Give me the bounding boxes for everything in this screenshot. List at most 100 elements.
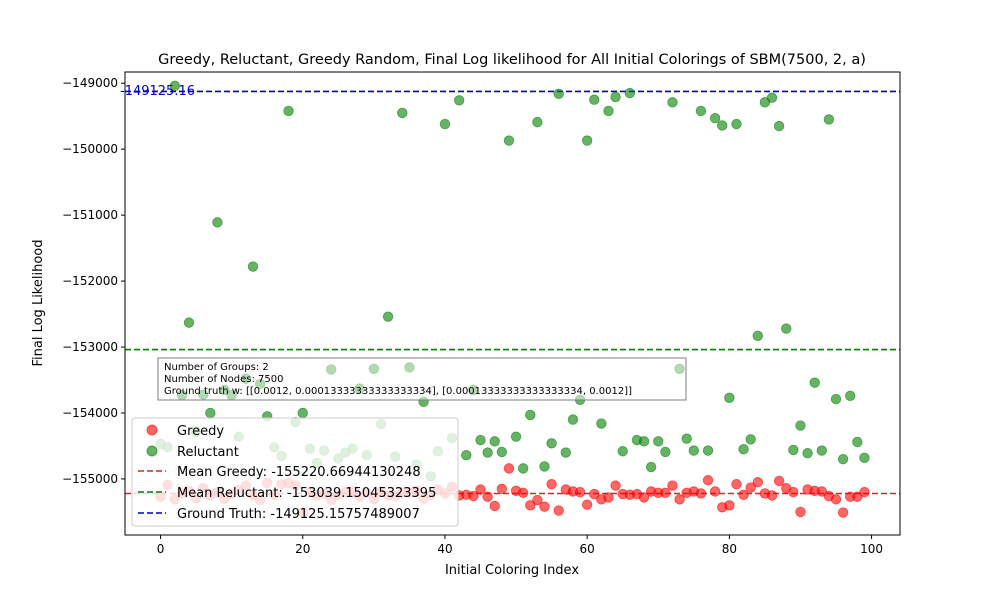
- reluctant-point: [453, 95, 465, 106]
- y-tick-label: −149000: [62, 76, 118, 90]
- greedy-point: [496, 483, 508, 495]
- greedy-point: [539, 501, 550, 512]
- greedy-point: [553, 505, 564, 516]
- reluctant-point: [247, 261, 259, 272]
- reluctant-point: [731, 118, 742, 130]
- legend-label-ground-truth: Ground Truth: -149125.15757489007: [177, 507, 420, 522]
- reluctant-point: [397, 107, 408, 119]
- legend-marker-reluctant: [146, 445, 158, 457]
- x-tick-label: 20: [295, 542, 310, 556]
- info-box: Number of Groups: 2 Number of Nodes: 750…: [157, 357, 687, 401]
- reluctant-point: [382, 311, 394, 322]
- x-tick-label: 80: [722, 542, 737, 556]
- reluctant-point: [717, 120, 728, 131]
- info-box-frame: [157, 357, 687, 401]
- reluctant-point: [496, 446, 508, 458]
- greedy-point: [610, 480, 621, 491]
- reluctant-point: [688, 445, 700, 456]
- y-axis-label: Final Log Likelihood: [31, 240, 46, 367]
- reluctant-point: [581, 135, 593, 146]
- reluctant-point: [752, 330, 763, 342]
- x-axis-label: Initial Coloring Index: [445, 563, 579, 578]
- reluctant-point: [816, 445, 827, 456]
- greedy-point: [738, 489, 749, 500]
- reluctant-point: [781, 323, 792, 334]
- reluctant-point: [645, 461, 657, 473]
- reluctant-point: [823, 114, 835, 125]
- greedy-point: [702, 475, 714, 486]
- reluctant-point: [489, 436, 500, 447]
- greedy-point: [859, 486, 870, 498]
- reluctant-point: [517, 463, 529, 474]
- greedy-point: [667, 480, 678, 491]
- legend-label-mean-greedy: Mean Greedy: -155220.66944130248: [177, 465, 421, 480]
- reluctant-point: [702, 445, 714, 456]
- y-tick-label: −151000: [62, 208, 118, 222]
- greedy-point: [532, 494, 543, 506]
- greedy-point: [517, 487, 529, 498]
- reluctant-point: [596, 418, 607, 429]
- reluctant-point: [617, 446, 628, 457]
- reluctant-point: [205, 407, 216, 419]
- greedy-point: [830, 494, 842, 505]
- reluctant-point: [283, 105, 294, 117]
- reluctant-point: [766, 92, 778, 103]
- reluctant-point: [439, 118, 451, 130]
- reluctant-point: [738, 444, 749, 455]
- reluctant-point: [695, 105, 707, 117]
- greedy-point: [489, 500, 500, 512]
- x-tick-label: 60: [580, 542, 595, 556]
- greedy-point: [837, 507, 849, 518]
- reluctant-point: [788, 444, 799, 456]
- greedy-point: [695, 488, 707, 499]
- reluctant-point: [503, 135, 515, 146]
- info-box-nodes: Number of Nodes: 7500: [164, 374, 283, 385]
- y-tick-label: −152000: [62, 274, 118, 288]
- reluctant-point: [845, 390, 856, 402]
- greedy-point: [795, 506, 806, 518]
- reluctant-point: [475, 434, 486, 446]
- greedy-point: [589, 488, 600, 500]
- greedy-point: [766, 490, 778, 501]
- x-tick-label: 40: [437, 542, 452, 556]
- reluctant-point: [624, 87, 636, 99]
- reluctant-point: [653, 436, 664, 447]
- greedy-point: [752, 477, 763, 488]
- greedy-point: [773, 475, 785, 487]
- reluctant-point: [802, 448, 813, 459]
- reluctant-point: [795, 420, 806, 431]
- reluctant-point: [567, 414, 579, 425]
- reluctant-point: [461, 449, 472, 461]
- reluctant-point: [638, 436, 650, 447]
- axis-ticks: 0 20 40 60 80 100 −155000 −154000 −153000 −152000…: [62, 76, 883, 556]
- reluctant-point: [510, 431, 522, 442]
- reluctant-point: [532, 116, 543, 128]
- reluctant-point: [809, 377, 820, 388]
- greedy-point: [581, 499, 593, 510]
- legend-marker-greedy: [146, 424, 158, 436]
- reluctant-point: [169, 80, 180, 92]
- greedy-point: [674, 494, 685, 505]
- reluctant-point: [773, 120, 785, 132]
- reluctant-point: [681, 433, 692, 444]
- reluctant-point: [539, 461, 550, 472]
- reluctant-point: [560, 447, 572, 458]
- greedy-point: [731, 479, 742, 490]
- reluctant-point: [859, 452, 870, 464]
- greedy-point: [724, 500, 735, 511]
- reluctant-point: [660, 446, 671, 458]
- legend-label-greedy: Greedy: [177, 424, 224, 439]
- greedy-point: [788, 486, 799, 498]
- greedy-point: [525, 500, 536, 511]
- reluctant-point: [837, 453, 849, 465]
- greedy-point: [574, 486, 586, 498]
- y-tick-label: −153000: [62, 340, 118, 354]
- greedy-point: [709, 486, 721, 497]
- x-tick-label: 100: [860, 542, 883, 556]
- greedy-point: [475, 484, 486, 495]
- reluctant-point: [724, 392, 735, 404]
- info-box-groups: Number of Groups: 2: [164, 362, 269, 373]
- reluctant-point: [553, 88, 564, 99]
- x-tick-label: 0: [157, 542, 165, 556]
- reluctant-point: [525, 409, 536, 421]
